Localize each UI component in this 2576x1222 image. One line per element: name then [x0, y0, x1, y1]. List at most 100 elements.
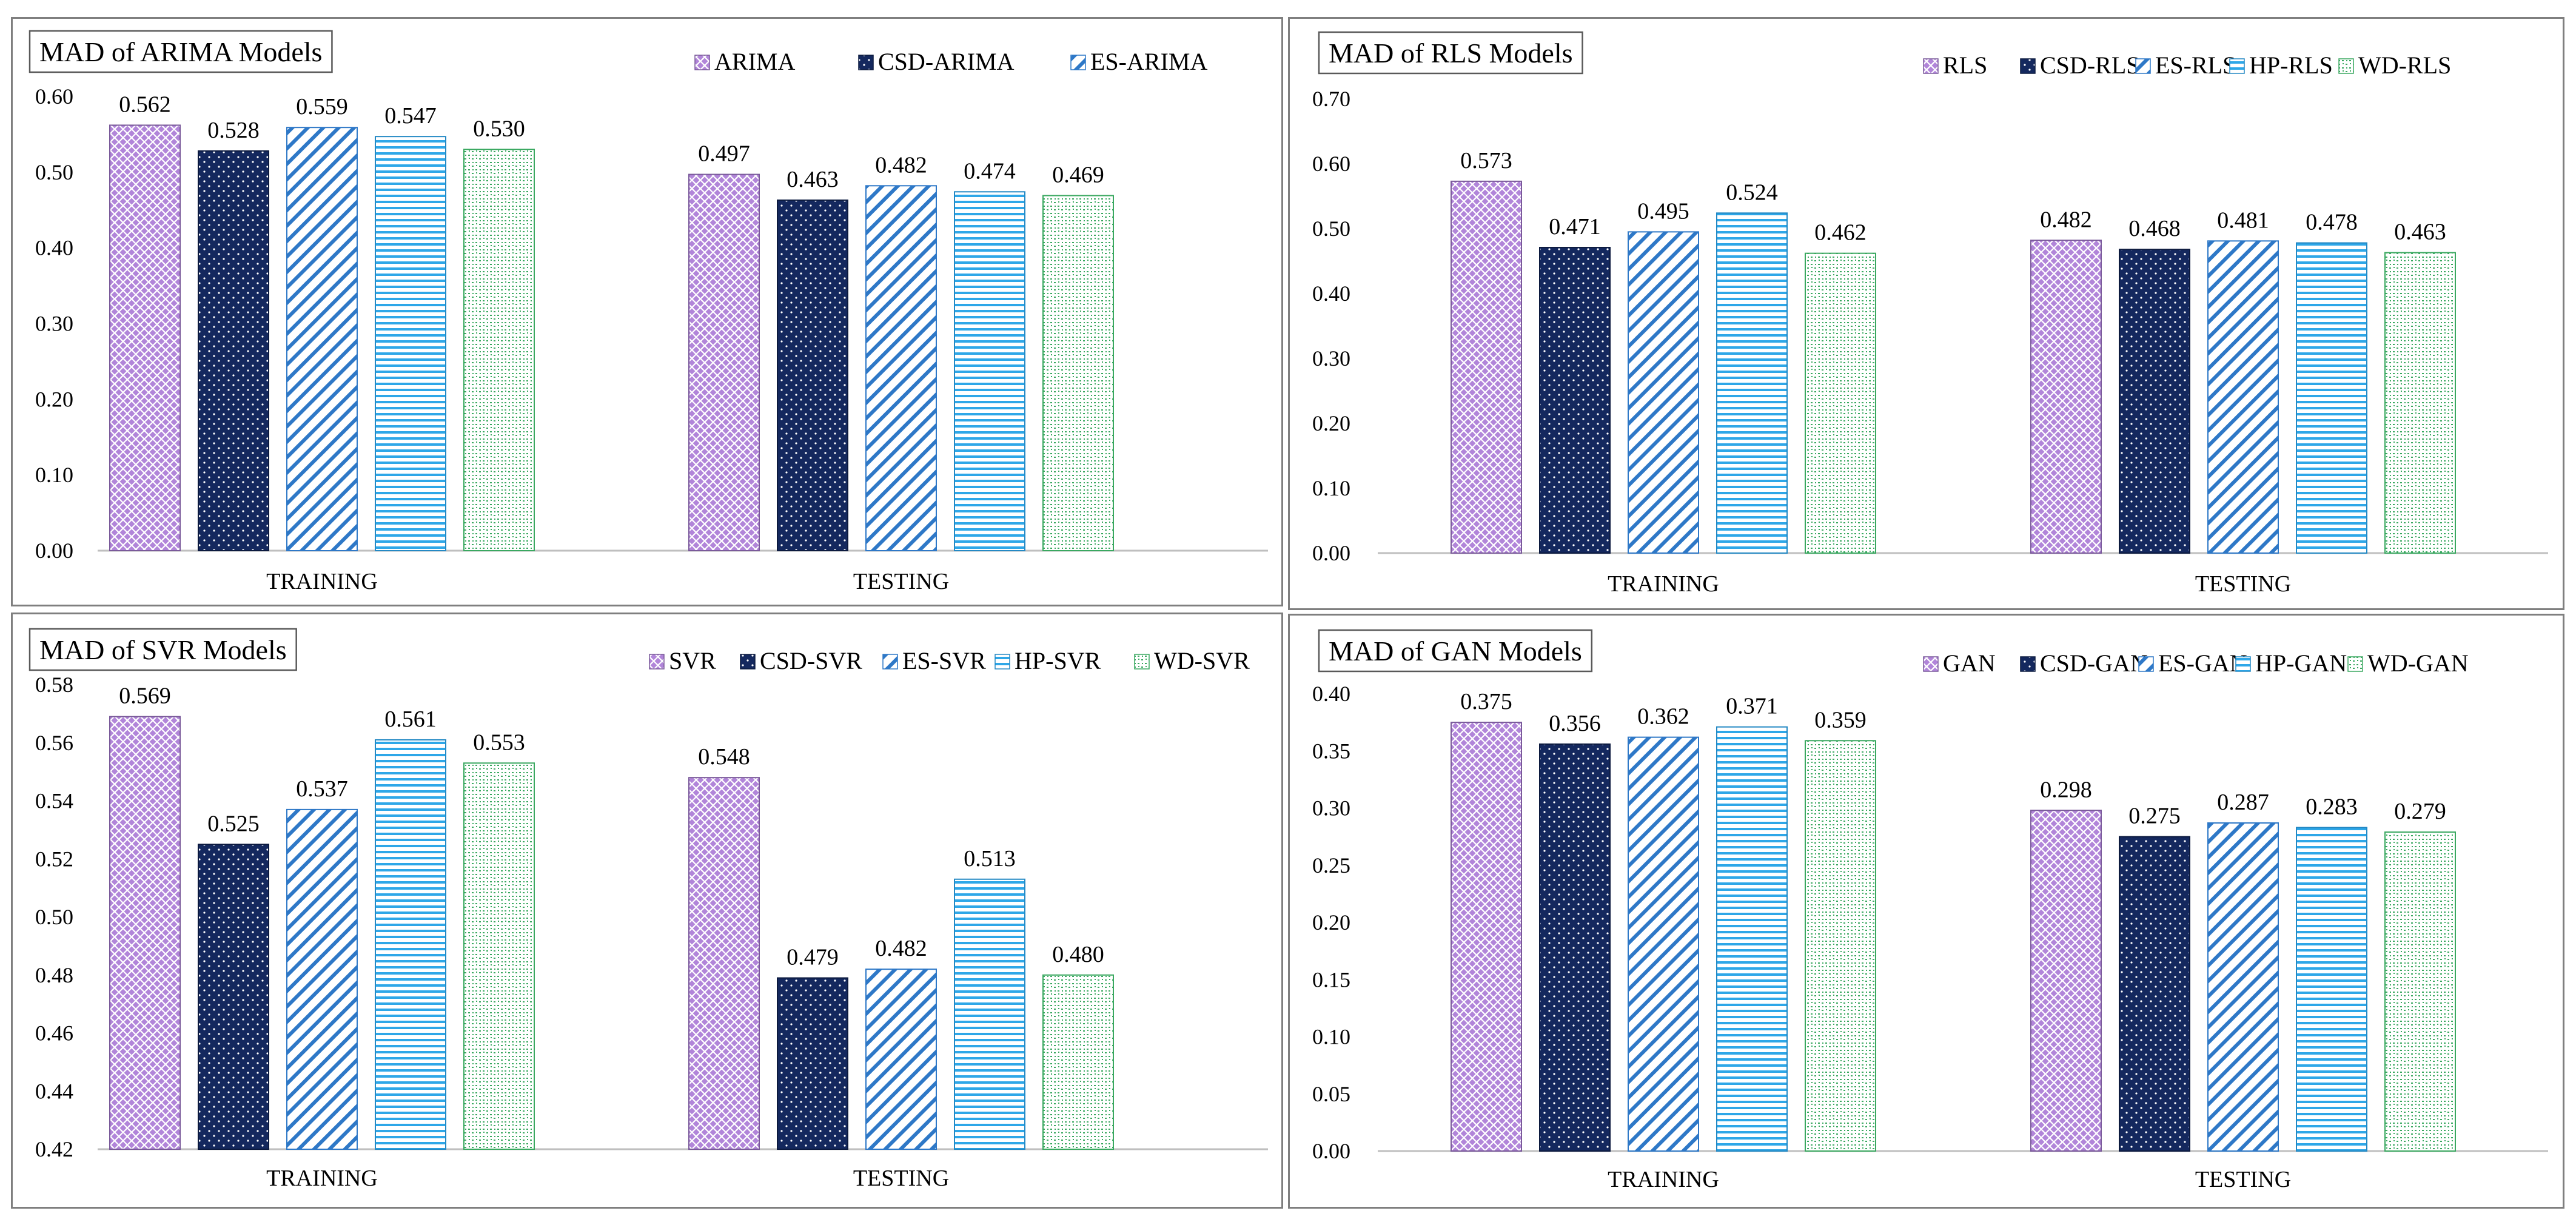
rls-data-label: 0.524	[1726, 180, 1778, 205]
rls-chart: 0.00 0.10 0.20 0.30 0.40 0.50 0.60 0.70 0.573 0.4…	[1312, 31, 2548, 597]
arima-ytick-label: 0.60	[35, 84, 73, 109]
gan-data-label: 0.359	[1814, 707, 1867, 733]
gan-data-label: 0.275	[2128, 804, 2181, 829]
gan-ytick-label: 0.20	[1312, 910, 1350, 935]
gan-ytick-label: 0.40	[1312, 682, 1350, 706]
gan-data-label: 0.279	[2394, 799, 2446, 824]
rls-bar-es-rls-testing	[2207, 240, 2279, 554]
rls-legend-swatch-wd-rls	[2338, 58, 2354, 74]
gan-category-label: TESTING	[2195, 1167, 2291, 1192]
rls-chart-title: MAD of RLS Models	[1329, 38, 1573, 69]
rls-data-label: 0.482	[2040, 207, 2092, 232]
arima-data-label: 0.559	[296, 94, 348, 119]
rls-category-label: TESTING	[2195, 571, 2291, 597]
arima-legend-swatch-es-arima	[1070, 55, 1086, 70]
gan-chart-panel: 0.00 0.05 0.10 0.15 0.20 0.25 0.30 0.35 0.40 0.37…	[1288, 614, 2564, 1209]
arima-data-label: 0.463	[787, 167, 839, 192]
svr-chart-panel: 0.42 0.44 0.46 0.48 0.50 0.52 0.54 0.56 0.58 0.56…	[11, 613, 1283, 1209]
rls-data-label: 0.471	[1549, 214, 1601, 240]
arima-data-label: 0.469	[1052, 163, 1104, 188]
gan-data-label: 0.356	[1549, 711, 1601, 736]
svr-bar-es-svr-testing	[865, 969, 937, 1150]
svr-legend-label-svr: SVR	[669, 647, 716, 674]
arima-data-label: 0.530	[473, 116, 525, 141]
gan-data-label: 0.371	[1726, 694, 1778, 719]
rls-data-label: 0.495	[1637, 198, 1689, 224]
svr-legend-label-es-svr: ES-SVR	[902, 647, 986, 674]
gan-ytick-label: 0.15	[1312, 967, 1350, 992]
rls-ytick-label: 0.50	[1312, 217, 1350, 241]
gan-bar-es-gan-training	[1628, 736, 1699, 1152]
arima-bar-csd-arima-training	[198, 150, 269, 551]
rls-title-box	[1318, 31, 1583, 75]
arima-category-label: TESTING	[853, 569, 949, 594]
rls-legend-label-hp-rls: HP-RLS	[2249, 52, 2333, 79]
rls-data-label: 0.481	[2217, 207, 2269, 233]
arima-data-label: 0.528	[207, 118, 260, 143]
arima-legend-swatch-arima	[694, 55, 710, 70]
svr-data-label: 0.553	[473, 730, 525, 755]
svr-data-label: 0.479	[787, 945, 839, 970]
gan-bar-csd-gan-training	[1539, 743, 1611, 1152]
gan-data-label: 0.375	[1460, 689, 1512, 714]
rls-bar-hp-rls-testing	[2296, 242, 2367, 554]
svr-legend-swatch-svr	[649, 654, 665, 670]
gan-legend-label-wd-gan: WD-GAN	[2367, 650, 2469, 677]
rls-bar-wd-rls-training	[1805, 252, 1876, 554]
rls-legend-label-es-rls: ES-RLS	[2155, 52, 2236, 79]
svr-data-label: 0.482	[875, 936, 927, 961]
arima-legend-label-es-arima: ES-ARIMA	[1090, 48, 1207, 75]
rls-ytick-label: 0.10	[1312, 476, 1350, 500]
gan-ytick-label: 0.00	[1312, 1139, 1350, 1163]
arima-legend-label-csd-arima: CSD-ARIMA	[878, 48, 1015, 75]
gan-category-label: TRAINING	[1608, 1167, 1719, 1192]
gan-bar-gan-training	[1451, 722, 1522, 1152]
rls-legend-swatch-csd-rls	[2020, 58, 2036, 74]
svr-chart: 0.42 0.44 0.46 0.48 0.50 0.52 0.54 0.56 0.58 0.56…	[29, 628, 1268, 1191]
gan-data-label: 0.298	[2040, 777, 2092, 802]
rls-bar-wd-rls-testing	[2384, 252, 2456, 554]
gan-ytick-label: 0.30	[1312, 796, 1350, 821]
rls-data-label: 0.462	[1814, 220, 1867, 246]
rls-ytick-label: 0.40	[1312, 281, 1350, 306]
gan-legend-swatch-es-gan	[2138, 656, 2154, 672]
svr-ytick-label: 0.46	[35, 1021, 73, 1046]
rls-bar-csd-rls-training	[1539, 247, 1611, 554]
rls-legend-label-rls: RLS	[1943, 52, 1987, 79]
svr-category-label: TESTING	[853, 1166, 949, 1191]
gan-ytick-label: 0.10	[1312, 1025, 1350, 1049]
rls-category-label: TRAINING	[1608, 571, 1719, 597]
svr-data-label: 0.513	[964, 846, 1016, 871]
gan-bar-hp-gan-testing	[2296, 827, 2367, 1152]
rls-data-label: 0.573	[1460, 148, 1512, 173]
arima-data-label: 0.562	[119, 92, 171, 117]
arima-data-label: 0.482	[875, 152, 927, 178]
gan-legend-swatch-gan	[1923, 656, 1939, 672]
gan-ytick-label: 0.35	[1312, 739, 1350, 763]
arima-ytick-label: 0.50	[35, 160, 73, 184]
gan-legend-label-es-gan: ES-GAN	[2158, 650, 2247, 677]
arima-ytick-label: 0.00	[35, 539, 73, 563]
svr-ytick-label: 0.44	[35, 1079, 73, 1103]
arima-bar-wd-arima-testing	[1042, 195, 1114, 551]
svr-bar-hp-svr-testing	[954, 878, 1025, 1150]
arima-bar-hp-arima-testing	[954, 191, 1025, 552]
svr-legend-label-wd-svr: WD-SVR	[1154, 647, 1250, 674]
svr-bar-wd-svr-training	[463, 762, 535, 1150]
rls-ytick-label: 0.20	[1312, 411, 1350, 435]
gan-bar-es-gan-testing	[2207, 822, 2279, 1152]
svr-data-label: 0.561	[384, 707, 437, 732]
svr-data-label: 0.480	[1052, 942, 1104, 967]
arima-bar-wd-arima-training	[463, 149, 535, 551]
arima-data-label: 0.497	[698, 141, 750, 167]
arima-bar-arima-training	[109, 124, 181, 552]
gan-chart: 0.00 0.05 0.10 0.15 0.20 0.25 0.30 0.35 0.40 0.37…	[1312, 629, 2548, 1192]
svr-data-label: 0.569	[119, 683, 171, 709]
svr-ytick-label: 0.42	[35, 1137, 73, 1161]
arima-bar-es-arima-testing	[865, 185, 937, 551]
arima-bar-csd-arima-testing	[777, 200, 848, 551]
rls-bar-es-rls-training	[1628, 231, 1699, 554]
svr-ytick-label: 0.52	[35, 847, 73, 871]
arima-data-label: 0.474	[964, 158, 1016, 184]
svr-data-label: 0.525	[207, 811, 260, 836]
